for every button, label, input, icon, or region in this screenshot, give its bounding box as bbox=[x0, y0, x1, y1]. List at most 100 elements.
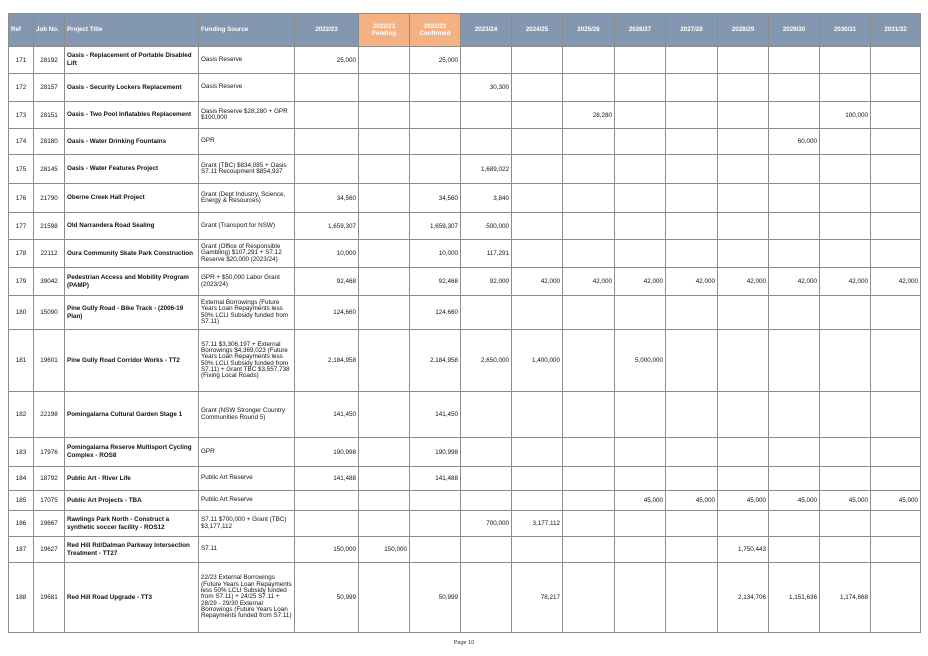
project-title-cell: Oasis - Two Pool Inflatables Replacement bbox=[64, 101, 199, 129]
amount-cell bbox=[614, 46, 666, 74]
job-no-cell: 28180 bbox=[33, 128, 65, 155]
project-title-cell: Pine Gully Road Corridor Works - TT2 bbox=[64, 329, 199, 392]
amount-cell bbox=[768, 154, 820, 184]
amount-cell bbox=[614, 510, 666, 537]
amount-cell bbox=[665, 183, 718, 213]
amount-cell bbox=[294, 128, 359, 155]
ref-cell: 173 bbox=[8, 101, 34, 129]
table-row: 176 21790 Oberne Creek Hall Project Grant (… bbox=[8, 183, 921, 213]
amount-cell bbox=[562, 212, 615, 240]
project-title-cell: Red Hill Rd/Dalman Parkway Intersection … bbox=[64, 536, 199, 563]
amount-cell: 150,000 bbox=[358, 536, 410, 563]
amount-cell: 45,000 bbox=[768, 490, 820, 511]
amount-cell bbox=[665, 466, 718, 491]
ref-cell: 171 bbox=[8, 46, 34, 74]
amount-cell bbox=[665, 101, 718, 129]
ref-cell: 183 bbox=[8, 437, 34, 467]
amount-cell bbox=[460, 562, 512, 633]
amount-cell bbox=[717, 154, 769, 184]
amount-cell bbox=[358, 295, 410, 330]
funding-source-cell: S7.11 bbox=[198, 536, 295, 563]
table-header: Ref Job No. Project Title Funding Source… bbox=[8, 13, 921, 47]
project-title-cell: Oasis - Water Drinking Fountains bbox=[64, 128, 199, 155]
amount-cell bbox=[870, 183, 921, 213]
amount-cell bbox=[511, 437, 563, 467]
amount-cell bbox=[665, 510, 718, 537]
table-row: 172 28157 Oasis - Security Lockers Replace… bbox=[8, 73, 921, 102]
amount-cell bbox=[768, 212, 820, 240]
amount-cell: 1,659,307 bbox=[294, 212, 359, 240]
amount-cell bbox=[768, 329, 820, 392]
amount-cell bbox=[717, 101, 769, 129]
amount-cell: 2,184,958 bbox=[294, 329, 359, 392]
amount-cell bbox=[358, 154, 410, 184]
project-title-cell: Oasis - Security Lockers Replacement bbox=[64, 73, 199, 102]
amount-cell bbox=[562, 128, 615, 155]
header-year-confirmed: 2022/23 Confirmed bbox=[409, 13, 461, 47]
funding-source-cell: S7.11 $700,000 + Grant (TBC) $3,177,112 bbox=[198, 510, 295, 537]
amount-cell bbox=[768, 510, 820, 537]
header-funding-source: Funding Source bbox=[198, 13, 295, 47]
amount-cell bbox=[614, 295, 666, 330]
amount-cell bbox=[665, 73, 718, 102]
amount-cell bbox=[358, 329, 410, 392]
amount-cell bbox=[768, 46, 820, 74]
header-year: 2022/23 bbox=[294, 13, 359, 47]
ref-cell: 181 bbox=[8, 329, 34, 392]
amount-cell bbox=[819, 437, 871, 467]
amount-cell bbox=[870, 391, 921, 438]
amount-cell bbox=[819, 510, 871, 537]
amount-cell bbox=[460, 437, 512, 467]
amount-cell bbox=[358, 101, 410, 129]
amount-cell bbox=[768, 101, 820, 129]
table-row: 179 39042 Pedestrian Access and Mobility P… bbox=[8, 267, 921, 296]
funding-source-cell: Oasis Reserve $28,280 + GPR $100,000 bbox=[198, 101, 295, 129]
amount-cell bbox=[562, 437, 615, 467]
job-no-cell: 19681 bbox=[33, 562, 65, 633]
amount-cell bbox=[665, 128, 718, 155]
amount-cell bbox=[717, 46, 769, 74]
job-no-cell: 19667 bbox=[33, 510, 65, 537]
funding-source-cell: Grant (TBC) $834,085 + Oasis S7.11 Recou… bbox=[198, 154, 295, 184]
amount-cell bbox=[511, 239, 563, 268]
table-row: 185 17075 Public Art Projects - TBA Public … bbox=[8, 490, 921, 511]
amount-cell: 10,000 bbox=[409, 239, 461, 268]
amount-cell bbox=[665, 329, 718, 392]
job-no-cell: 22112 bbox=[33, 239, 65, 268]
amount-cell bbox=[511, 73, 563, 102]
amount-cell bbox=[614, 536, 666, 563]
amount-cell: 500,000 bbox=[460, 212, 512, 240]
amount-cell: 45,000 bbox=[665, 490, 718, 511]
amount-cell bbox=[614, 101, 666, 129]
funding-source-cell: Oasis Reserve bbox=[198, 73, 295, 102]
amount-cell: 42,000 bbox=[665, 267, 718, 296]
ref-cell: 176 bbox=[8, 183, 34, 213]
amount-cell bbox=[294, 510, 359, 537]
amount-cell: 190,998 bbox=[294, 437, 359, 467]
amount-cell bbox=[294, 154, 359, 184]
funding-source-cell: GPR bbox=[198, 128, 295, 155]
amount-cell bbox=[870, 73, 921, 102]
amount-cell bbox=[460, 490, 512, 511]
amount-cell bbox=[665, 536, 718, 563]
amount-cell bbox=[358, 391, 410, 438]
funding-source-cell: Grant (NSW Stronger Country Communities … bbox=[198, 391, 295, 438]
amount-cell bbox=[768, 239, 820, 268]
amount-cell: 2,134,706 bbox=[717, 562, 769, 633]
amount-cell: 124,660 bbox=[294, 295, 359, 330]
table-row: 182 22198 Pomingalarna Cultural Garden Sta… bbox=[8, 391, 921, 438]
amount-cell bbox=[358, 510, 410, 537]
amount-cell bbox=[665, 46, 718, 74]
amount-cell bbox=[870, 239, 921, 268]
amount-cell: 1,689,022 bbox=[460, 154, 512, 184]
amount-cell bbox=[460, 466, 512, 491]
job-no-cell: 39042 bbox=[33, 267, 65, 296]
job-no-cell: 21598 bbox=[33, 212, 65, 240]
amount-cell bbox=[358, 267, 410, 296]
amount-cell bbox=[717, 510, 769, 537]
header-year: 2031/32 bbox=[870, 13, 921, 47]
amount-cell bbox=[358, 46, 410, 74]
amount-cell bbox=[358, 128, 410, 155]
table-row: 171 28192 Oasis - Replacement of Portable … bbox=[8, 46, 921, 74]
ref-cell: 172 bbox=[8, 73, 34, 102]
